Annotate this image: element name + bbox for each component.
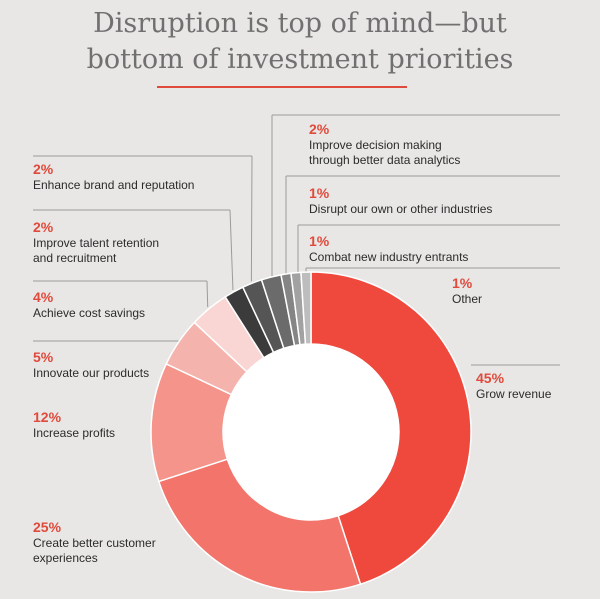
slice-category: Other	[452, 292, 483, 306]
title-divider	[157, 86, 407, 88]
slice-percent: 12%	[33, 409, 62, 425]
chart-title: Disruption is top of mind—but bottom of …	[0, 6, 600, 78]
slice-category: Enhance brand and reputation	[33, 178, 195, 192]
leader-line	[250, 155, 253, 282]
chart-title-line-1: Disruption is top of mind—but	[93, 8, 507, 39]
slice-percent: 1%	[452, 275, 473, 291]
slice-label: 25% Create better customer experiences	[33, 518, 156, 566]
slice-percent: 2%	[309, 121, 330, 137]
slice-category: Improve talent retention	[33, 236, 160, 250]
slice-label: 2% Improve talent retention and recruitmen…	[33, 218, 159, 266]
slice-category: Grow revenue	[476, 387, 552, 401]
slice-category: Create better customer	[33, 536, 156, 550]
slice-category: Disrupt our own or other industries	[309, 202, 493, 216]
slice-label: 2% Improve decision making through better …	[309, 120, 460, 168]
slice-category: Innovate our products	[33, 366, 150, 380]
slice-percent: 5%	[33, 349, 54, 365]
slice-category: Increase profits	[33, 426, 116, 440]
chart-title-line-2: bottom of investment priorities	[86, 44, 514, 75]
slice-percent: 4%	[33, 289, 54, 305]
slice-percent: 45%	[476, 370, 505, 386]
leader-line	[229, 209, 234, 291]
slice-percent: 1%	[309, 185, 330, 201]
slice-label: 2% Enhance brand and reputation	[33, 160, 194, 193]
slice-label: 1% Other	[452, 274, 482, 307]
slice-category: Combat new industry entrants	[309, 250, 469, 264]
donut-hole	[223, 344, 399, 520]
slice-percent: 2%	[33, 161, 54, 177]
slice-category: Achieve cost savings	[33, 306, 146, 320]
slice-label: 5% Innovate our products	[33, 348, 149, 381]
slice-category: experiences	[33, 551, 98, 565]
donut-slices	[150, 271, 472, 593]
slice-label: 1% Combat new industry entrants	[309, 232, 468, 265]
slice-label: 4% Achieve cost savings	[33, 288, 145, 321]
slice-percent: 2%	[33, 219, 54, 235]
slice-percent: 25%	[33, 519, 62, 535]
slice-label: 12% Increase profits	[33, 408, 115, 441]
slice-label: 45% Grow revenue	[476, 369, 551, 402]
leader-line	[206, 280, 209, 308]
slice-category: through better data analytics	[309, 153, 461, 167]
slice-category: Improve decision making	[309, 138, 442, 152]
leader-lines	[33, 114, 560, 366]
slice-label: 1% Disrupt our own or other industries	[309, 184, 492, 217]
slice-percent: 1%	[309, 233, 330, 249]
slice-category: and recruitment	[33, 251, 117, 265]
